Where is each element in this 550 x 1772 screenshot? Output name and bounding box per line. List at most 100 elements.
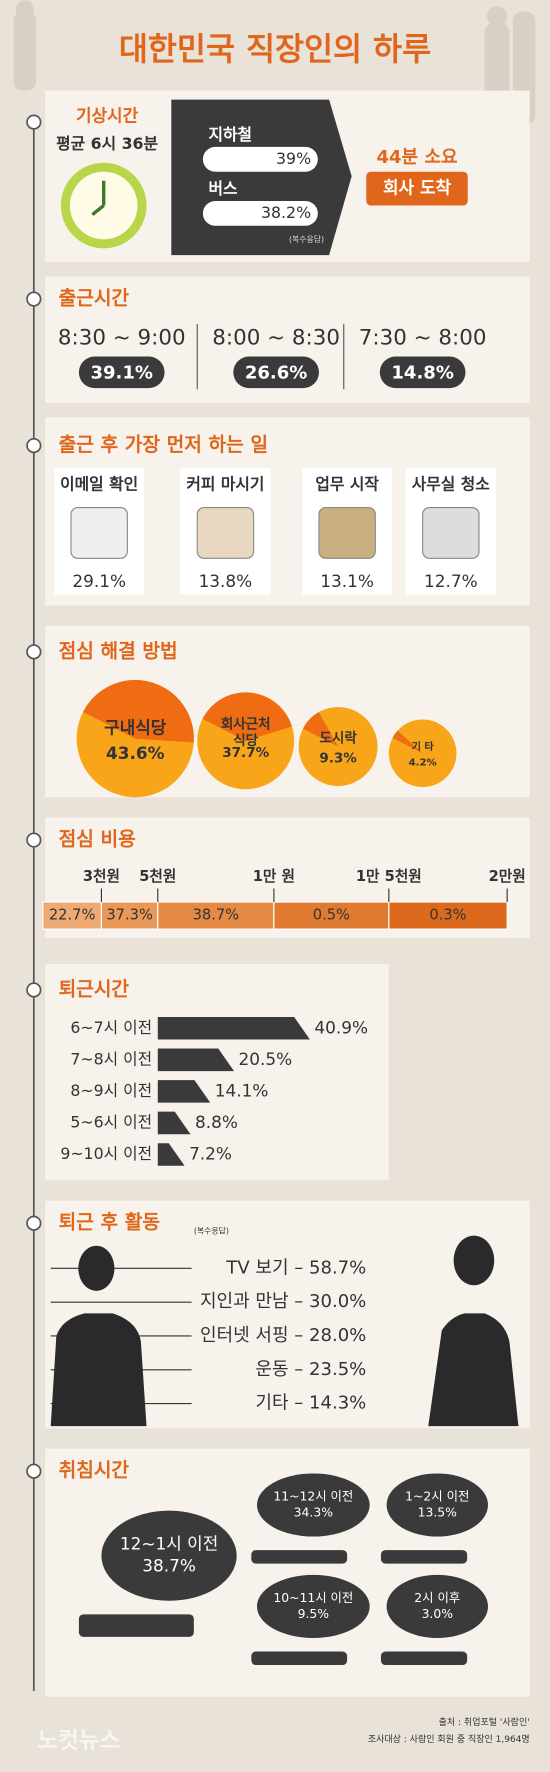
section-heading: 점심 해결 방법 [59,639,178,662]
man-silhouette [50,1245,147,1427]
speech-bubble [386,1574,489,1638]
leave-label: 7~8시 이전 [70,1049,152,1068]
commute-time: 8:30 ~ 9:00 [58,326,186,351]
task-value: 13.8% [199,571,253,591]
after-item: 기타 – 14.3% [255,1393,366,1414]
sleep-value: 38.7% [142,1556,196,1576]
speech-bubble [101,1510,237,1601]
timeline-marker [26,437,42,454]
after-note: (복수응답) [194,1226,229,1236]
after-dash: – [289,1291,309,1312]
task-icon [196,507,255,559]
bed [78,1614,194,1637]
leave-value: 40.9% [314,1017,368,1037]
section-heading: 점심 비용 [59,828,136,851]
transport-label: 지하철 [209,125,253,144]
after-value: 23.5% [309,1359,366,1380]
transport-value: 39% [276,149,311,168]
timeline-marker [26,644,42,660]
sleep-time: 12~1시 이전 [120,1534,218,1554]
timeline-marker [26,832,42,848]
after-label: 지인과 만남 [200,1291,289,1312]
after-dash: – [289,1393,309,1414]
lunch-value: 4.2% [409,757,437,768]
leave-label: 6~7시 이전 [70,1018,152,1037]
leave-value: 20.5% [239,1049,293,1069]
cost-segment [157,901,275,930]
value-pill [202,201,318,226]
task-icon [318,507,376,559]
panel [45,964,389,1181]
leave-label: 9~10시 이전 [60,1144,152,1163]
task-value: 29.1% [72,571,126,591]
woman-silhouette [428,1235,519,1427]
bed [251,1550,348,1564]
clock-hands [91,180,106,216]
title: 대한민국 직장인의 하루 [119,32,431,68]
timeline-marker [26,982,42,998]
after-label: 운동 [255,1359,288,1380]
lunch-wedge [392,730,423,754]
after-dash: – [289,1257,309,1278]
sleep-value: 9.5% [298,1606,330,1621]
commute-time: 7:30 ~ 8:00 [359,326,487,351]
timeline-marker [26,114,42,130]
after-value: 28.0% [309,1325,366,1346]
sleep-value: 3.0% [422,1606,454,1621]
source: 출처 : 취업포털 '사람인' [439,1716,530,1728]
leave-value: 8.8% [195,1112,238,1132]
cost-value: 22.7% [49,907,96,924]
value-pill [233,356,319,389]
after-value: 14.3% [309,1393,366,1414]
leave-label: 8~9시 이전 [70,1081,152,1100]
section-heading: 퇴근 후 활동 [59,1211,160,1234]
cost-value: 0.3% [429,907,466,924]
commute-value: 39.1% [90,362,153,383]
watermark: 노컷뉴스 [37,1728,120,1754]
after-label: TV 보기 [225,1257,288,1278]
task-icon [422,507,480,559]
lunch-label: 도시락 [319,730,357,746]
bed [251,1651,348,1666]
lunch-value: 37.7% [222,745,269,761]
after-label: 인터넷 서핑 [200,1325,289,1346]
speech-bubble [256,1574,370,1638]
after-dash: – [289,1325,309,1346]
speech-bubble [386,1473,489,1537]
cost-segment [388,901,508,930]
task-value: 13.1% [320,571,374,591]
task-value: 12.7% [424,571,478,591]
commute-value: 14.8% [391,362,454,383]
value-pill [202,146,318,172]
section-heading: 퇴근시간 [59,977,130,1000]
task-label: 이메일 확인 [60,475,138,494]
after-item: 지인과 만남 – 30.0% [200,1291,366,1312]
section-heading: 출근시간 [59,287,130,310]
leave-label: 5~6시 이전 [70,1112,152,1131]
sleep-time: 11~12시 이전 [273,1488,353,1503]
survey: 조사대상 : 사람인 회원 중 직장인 1,964명 [368,1733,530,1745]
transport-box [171,99,352,256]
wake-average: 평균 6시 36분 [56,134,158,153]
task-label: 사무실 청소 [412,475,491,494]
arrival: 회사 도착 [383,178,451,198]
transport-label: 버스 [209,179,239,198]
lunch-wedge [302,712,339,747]
leave-bar [157,1016,310,1040]
commute-value: 26.6% [245,362,308,383]
leave-bar [157,1111,191,1135]
note: (복수응답) [289,234,324,244]
cost-tick-label: 5천원 [139,867,176,885]
arrival-box [366,171,468,206]
cost-tick-label: 1만 원 [253,868,295,885]
section-heading: 출근 후 가장 먼저 하는 일 [59,433,268,456]
cost-tick-label: 3천원 [83,867,120,885]
timeline-marker [26,1215,42,1231]
leave-value: 14.1% [215,1080,269,1100]
sleep-value: 13.5% [418,1505,458,1520]
bed [380,1651,468,1666]
wake-heading: 기상시간 [76,105,139,125]
bed [380,1550,468,1564]
section-heading: 취침시간 [59,1459,130,1482]
